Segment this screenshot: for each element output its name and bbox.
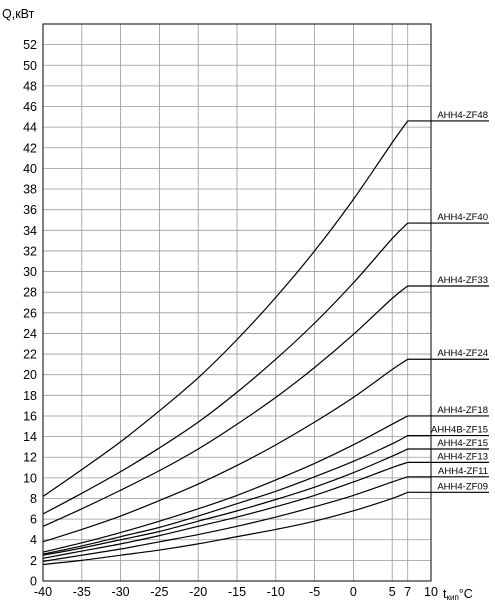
series-line-ahh4-zf11	[42, 476, 489, 562]
series-line-ahh4-zf40	[42, 222, 489, 515]
y-tick-label: 28	[23, 286, 37, 300]
x-axis-title-main: t	[443, 587, 447, 601]
y-tick-label: 22	[23, 348, 37, 362]
x-tick-label: -5	[309, 585, 320, 599]
y-tick-label: 12	[23, 451, 37, 465]
y-tick-label: 38	[23, 183, 37, 197]
series-label: AHH4-ZF24	[437, 348, 488, 359]
series-label: AHH4-ZF11	[438, 466, 488, 477]
x-axis-title: tкип°C	[443, 587, 473, 602]
y-tick-label: 50	[23, 59, 37, 73]
series-line-ahh4-zf24	[42, 358, 489, 543]
y-tick-label: 44	[23, 121, 37, 135]
y-tick-label: 16	[23, 409, 37, 423]
y-tick-label: 30	[23, 265, 37, 279]
series-line-ahh4-zf48	[42, 120, 489, 497]
y-tick-label: 52	[23, 38, 37, 52]
y-axis-ticks: 0246810121416182022242628303234363840424…	[23, 38, 37, 588]
y-tick-label: 36	[23, 203, 37, 217]
series-line-ahh4-zf13	[42, 461, 489, 559]
grid	[42, 23, 432, 582]
y-tick-label: 10	[23, 471, 37, 485]
y-tick-label: 32	[23, 244, 37, 258]
x-tick-label: 5	[389, 585, 396, 599]
y-tick-label: 40	[23, 162, 37, 176]
series-labels: AHH4-ZF48 AHH4-ZF40 AHH4-ZF33 AHH4-ZF24 AHH4…	[431, 110, 488, 492]
series-lines	[42, 120, 489, 566]
x-tick-label: -35	[73, 585, 91, 599]
series-line-ahh4-zf09	[42, 491, 489, 566]
x-tick-label: 10	[424, 585, 438, 599]
y-tick-label: 46	[23, 100, 37, 114]
y-axis-title: Q,кВт	[2, 7, 35, 21]
y-tick-label: 14	[23, 430, 37, 444]
y-tick-label: 6	[30, 513, 37, 527]
x-tick-label: 7	[404, 585, 411, 599]
series-label: AHH4-ZF09	[437, 481, 488, 492]
y-tick-label: 4	[30, 533, 37, 547]
plot-border	[42, 23, 432, 582]
x-tick-label: -20	[189, 585, 207, 599]
series-label: AHH4B-ZF15	[431, 425, 488, 436]
y-tick-label: 48	[23, 79, 37, 93]
series-label: AHH4-ZF48	[437, 110, 488, 121]
y-tick-label: 26	[23, 306, 37, 320]
y-tick-label: 2	[30, 554, 37, 568]
series-line-ahh4-zf33	[42, 285, 489, 527]
x-tick-label: 0	[350, 585, 357, 599]
series-label: AHH4-ZF33	[437, 275, 488, 286]
series-label: AHH4-ZF40	[437, 212, 488, 223]
x-tick-label: -25	[150, 585, 168, 599]
series-label: AHH4-ZF18	[437, 405, 488, 416]
series-line-ahh4-zf18	[42, 415, 489, 553]
x-tick-label: -10	[267, 585, 285, 599]
y-tick-label: 18	[23, 389, 37, 403]
x-axis-title-unit: °C	[459, 587, 473, 601]
y-tick-label: 8	[30, 492, 37, 506]
x-axis-ticks: -40 -35 -30 -25 -20 -15 -10 -5 0 5 7 10	[34, 585, 438, 599]
series-line-ahh4-zf15	[42, 448, 489, 556]
y-tick-label: 34	[23, 224, 37, 238]
x-axis-title-sub: кип	[446, 593, 458, 602]
x-tick-label: -30	[112, 585, 130, 599]
y-tick-label: 20	[23, 368, 37, 382]
series-line-ahh4b-zf15	[42, 434, 489, 555]
series-label: AHH4-ZF15	[437, 438, 488, 449]
y-tick-label: 24	[23, 327, 37, 341]
series-label: AHH4-ZF13	[437, 451, 488, 462]
y-tick-label: 42	[23, 141, 37, 155]
y-tick-label: 0	[30, 575, 37, 589]
x-tick-label: -15	[228, 585, 246, 599]
x-tick-label: -40	[34, 585, 52, 599]
